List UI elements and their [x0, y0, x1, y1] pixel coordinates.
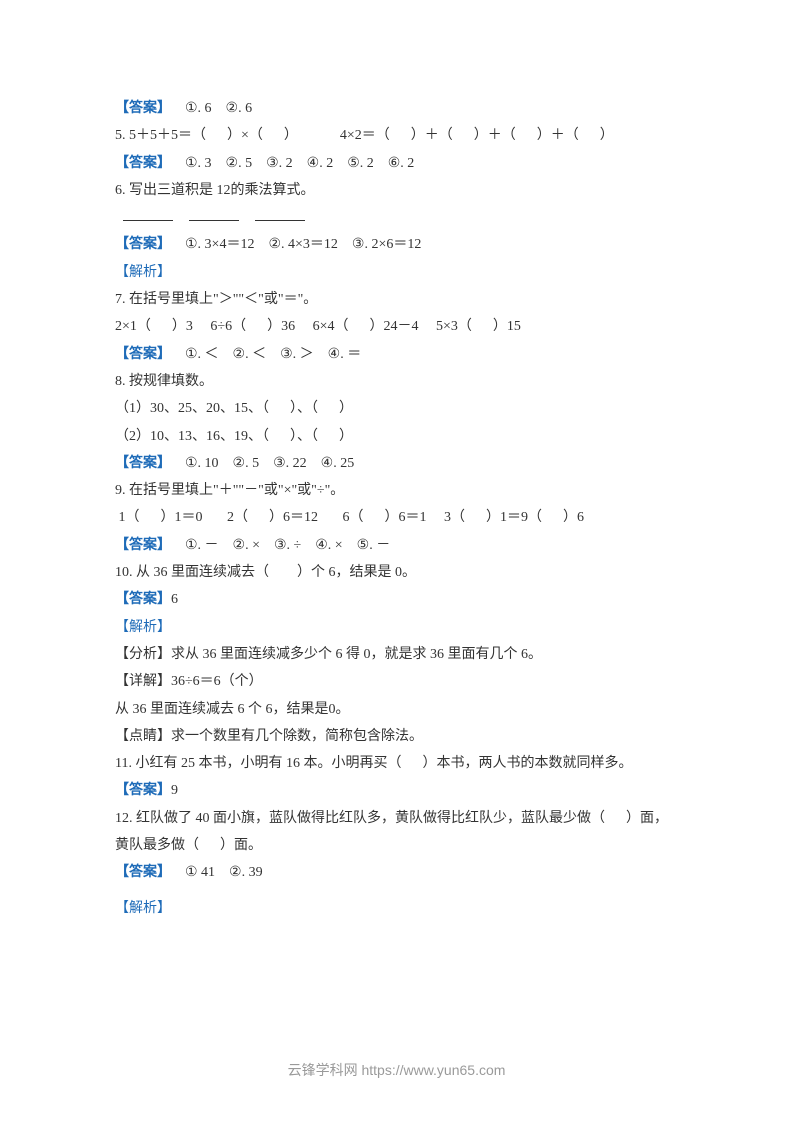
analysis-10a: 【分析】求从 36 里面连续减多少个 6 得 0，就是求 36 里面有几个 6。: [115, 641, 678, 668]
analysis-10: 【解析】: [115, 614, 678, 641]
answer-label: 【答案】: [115, 865, 171, 880]
answer-label: 【答案】: [115, 101, 171, 116]
analysis-12: 【解析】: [115, 895, 678, 922]
answer-10: 【答案】6: [115, 586, 678, 613]
answer-text: ①. ＜ ②. ＜ ③. ＞ ④. ＝: [171, 347, 361, 362]
answer-text: 9: [171, 783, 178, 798]
analysis-10c: 从 36 里面连续减去 6 个 6，结果是0。: [115, 696, 678, 723]
answer-label: 【答案】: [115, 347, 171, 362]
question-7b: 2×1（ ）3 6÷6（ ）36 6×4（ ）24－4 5×3（ ）15: [115, 313, 678, 340]
answer-9: 【答案】 ①. － ②. × ③. ÷ ④. × ⑤. －: [115, 532, 678, 559]
question-5: 5. 5＋5＋5＝（ ）×（ ） 4×2＝（ ）＋（ ）＋（ ）＋（ ）: [115, 122, 678, 149]
question-8a: （1）30、25、20、15、（ ）、（ ）: [115, 395, 678, 422]
answer-12: 【答案】 ① 41 ②. 39: [115, 859, 678, 886]
question-10: 10. 从 36 里面连续减去（ ）个 6，结果是 0。: [115, 559, 678, 586]
analysis-label: 【解析】: [115, 265, 171, 280]
answer-label: 【答案】: [115, 783, 171, 798]
answer-text: ① 41 ②. 39: [171, 865, 263, 880]
blank-underline: [189, 204, 239, 221]
answer-label: 【答案】: [115, 592, 171, 607]
analysis-6: 【解析】: [115, 259, 678, 286]
answer-text: ①. 6 ②. 6: [171, 101, 252, 116]
answer-8: 【答案】 ①. 10 ②. 5 ③. 22 ④. 25: [115, 450, 678, 477]
analysis-10d: 【点睛】求一个数里有几个除数，简称包含除法。: [115, 723, 678, 750]
blank-underline: [123, 204, 173, 221]
blank-underline: [255, 204, 305, 221]
answer-text: ①. － ②. × ③. ÷ ④. × ⑤. －: [171, 538, 390, 553]
answer-5: 【答案】 ①. 3 ②. 5 ③. 2 ④. 2 ⑤. 2 ⑥. 2: [115, 150, 678, 177]
analysis-label: 【解析】: [115, 620, 171, 635]
answer-label: 【答案】: [115, 237, 171, 252]
answer-7: 【答案】 ①. ＜ ②. ＜ ③. ＞ ④. ＝: [115, 341, 678, 368]
answer-text: 6: [171, 592, 178, 607]
analysis-10b: 【详解】36÷6＝6（个）: [115, 668, 678, 695]
question-6: 6. 写出三道积是 12的乘法算式。: [115, 177, 678, 204]
answer-text: ①. 3×4＝12 ②. 4×3＝12 ③. 2×6＝12: [171, 237, 421, 252]
question-8b: （2）10、13、16、19、（ ）、（ ）: [115, 423, 678, 450]
answer-11: 【答案】9: [115, 777, 678, 804]
answer-text: ①. 10 ②. 5 ③. 22 ④. 25: [171, 456, 354, 471]
answer-4: 【答案】 ①. 6 ②. 6: [115, 95, 678, 122]
footer-text: 云锋学科网 https://www.yun65.com: [0, 1057, 793, 1084]
question-9b: 1（ ）1＝0 2（ ）6＝12 6（ ）6＝1 3（ ）1＝9（ ）6: [115, 504, 678, 531]
analysis-label: 【解析】: [115, 901, 171, 916]
question-9: 9. 在括号里填上"＋""－"或"×"或"÷"。: [115, 477, 678, 504]
answer-6: 【答案】 ①. 3×4＝12 ②. 4×3＝12 ③. 2×6＝12: [115, 231, 678, 258]
answer-label: 【答案】: [115, 456, 171, 471]
question-11: 11. 小红有 25 本书，小明有 16 本。小明再买（ ）本书，两人书的本数就…: [115, 750, 678, 777]
answer-label: 【答案】: [115, 538, 171, 553]
question-8: 8. 按规律填数。: [115, 368, 678, 395]
answer-label: 【答案】: [115, 156, 171, 171]
question-12: 12. 红队做了 40 面小旗，蓝队做得比红队多，黄队做得比红队少，蓝队最少做（…: [115, 805, 678, 860]
blanks-6: [115, 204, 678, 231]
answer-text: ①. 3 ②. 5 ③. 2 ④. 2 ⑤. 2 ⑥. 2: [171, 156, 414, 171]
question-7: 7. 在括号里填上"＞""＜"或"＝"。: [115, 286, 678, 313]
